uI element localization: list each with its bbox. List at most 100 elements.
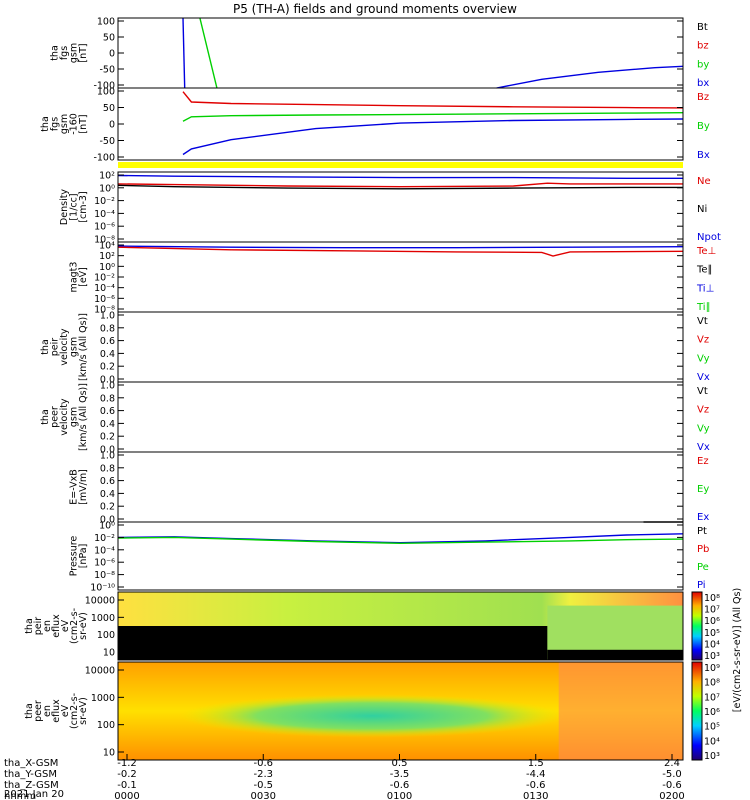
ytick-label: 10: [103, 648, 115, 659]
ylabel-line: eflux: [51, 699, 62, 723]
colorbar-tick: 10⁵: [704, 722, 720, 733]
ytick-label: 0.8: [100, 393, 115, 404]
ytick-label: 10⁻²: [94, 533, 115, 544]
ylabel-line: tha: [40, 116, 51, 132]
xaxis-value: 0.5: [392, 758, 408, 769]
xaxis-row-label: tha_X-GSM: [4, 758, 58, 769]
colorbar-tick: 10³: [704, 751, 720, 762]
ytick-label: 100: [97, 17, 115, 28]
ytick-label: 10: [103, 748, 115, 759]
legend-Vz: Vz: [697, 405, 709, 416]
legend-Ne: Ne: [697, 176, 711, 187]
panel-frame: [117, 381, 684, 453]
ylabel-line: [nT]: [78, 114, 89, 133]
ytick-label: 10⁻⁸: [94, 235, 115, 246]
spectrogram-peer_eflux: 10000 1000 100 10 thapeerenefluxeV(cm2-s-sr-…: [24, 661, 720, 762]
ytick-label: 10⁻⁴: [94, 209, 115, 220]
ytick-label: 0.4: [100, 419, 115, 430]
flag-bar: [118, 162, 683, 168]
ytick-label: 10000: [85, 596, 115, 607]
ylabel-line: gsm: [59, 114, 70, 134]
ylabel-line: velocity: [59, 328, 70, 366]
colorbar-tick: 10³: [704, 651, 720, 662]
ytick-label: 100: [97, 720, 115, 731]
ylabel-line: peir: [50, 338, 61, 357]
ytick-label: 10²: [99, 171, 115, 182]
ylabel-line: [nT]: [78, 43, 89, 62]
legend-Ex: Ex: [697, 512, 709, 523]
ytick-label: 10⁻⁸: [94, 305, 115, 316]
legend-Vx: Vx: [697, 442, 710, 453]
ytick-label: 1000: [91, 613, 115, 624]
colorbar-tick: 10⁶: [704, 707, 720, 718]
xaxis-value: -5.0: [662, 769, 682, 780]
ytick-label: 0.4: [100, 489, 115, 500]
xaxis-value: 0100: [387, 791, 412, 800]
series-fgs-1: [199, 17, 218, 89]
series-density-2: [117, 184, 683, 190]
ytick-label: 0.8: [100, 323, 115, 334]
legend-Ni: Ni: [697, 204, 707, 215]
ytick-label: 0.2: [100, 502, 115, 513]
colorbar-tick: 10⁸: [704, 678, 720, 689]
legend-Pe: Pe: [697, 562, 709, 573]
ylabel-line: [nPa]: [78, 544, 89, 569]
series-fgl-1: [182, 112, 684, 122]
ylabel-line: eV: [60, 704, 71, 717]
ylabel-line: Pressure: [69, 536, 80, 577]
ytick-label: -50: [99, 136, 115, 147]
ytick-label: 0: [109, 49, 115, 60]
ytick-label: -100: [93, 81, 115, 92]
ylabel-line: peer: [33, 700, 44, 722]
ylabel-line: -160: [69, 113, 80, 135]
ylabel-line: Density: [59, 189, 70, 225]
ylabel-line: en: [42, 705, 53, 717]
colorbar-tick: 10⁵: [704, 628, 720, 639]
xaxis-row-label: hhmm: [4, 791, 36, 800]
legend-Vz: Vz: [697, 335, 709, 346]
ytick-label: 1000: [91, 693, 115, 704]
ytick-label: 10⁴: [99, 241, 115, 252]
ylabel-line: tha: [50, 45, 61, 61]
panel-frame: [117, 87, 684, 161]
colorbar: [691, 591, 703, 661]
ylabel-line: magt3: [69, 262, 80, 293]
ytick-label: 10⁻⁶: [94, 294, 115, 305]
legend-Vt: Vt: [697, 386, 708, 397]
ytick-label: 0: [109, 120, 115, 131]
legend-Pi: Pi: [697, 580, 706, 591]
xaxis-value: -0.1: [117, 780, 137, 791]
colorbar-tick: 10⁷: [704, 692, 720, 703]
ytick-label: 10⁻¹⁰: [90, 583, 115, 594]
ytick-label: 10⁻⁴: [94, 283, 115, 294]
ylabel-line: velocity: [59, 398, 70, 436]
ylabel-line: tha: [40, 409, 51, 425]
ytick-label: 10⁻⁸: [94, 570, 115, 581]
ytick-label: 10⁻⁴: [94, 545, 115, 556]
xaxis-value: -3.5: [390, 769, 410, 780]
xaxis-value: -0.2: [117, 769, 137, 780]
xaxis-value: -0.5: [253, 780, 273, 791]
series-fgl-2: [182, 118, 684, 156]
ytick-label: 50: [103, 33, 115, 44]
late-population: [558, 662, 683, 760]
legend-Pt: Pt: [697, 526, 707, 537]
ylabel-line: gsm: [69, 43, 80, 63]
legend-Ey: Ey: [697, 484, 709, 495]
ytick-label: -50: [99, 65, 115, 76]
legend-Te∥: Te∥: [696, 265, 713, 276]
xaxis-value: -2.3: [253, 769, 273, 780]
legend-by: by: [697, 59, 709, 70]
legend-Pb: Pb: [697, 544, 709, 555]
ylabel-line: tha: [40, 339, 51, 355]
low-energy-gap: [118, 626, 548, 660]
ytick-label: 0.2: [100, 362, 115, 373]
chart-title: P5 (TH-A) fields and ground moments over…: [233, 2, 517, 16]
legend-bx: bx: [697, 78, 709, 89]
ylabel-line: E=-VxB: [69, 469, 80, 504]
ytick-label: 1.0: [100, 311, 115, 322]
series-temperature-0: [117, 245, 684, 249]
ytick-label: 0.6: [100, 406, 115, 417]
colorbar-tick: 10⁴: [704, 736, 720, 747]
